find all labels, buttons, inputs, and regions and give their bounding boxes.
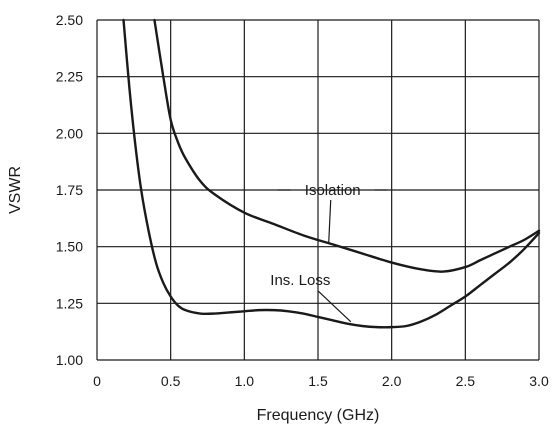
tick-labels: 0 0.5 1.0 1.5 2.0 2.5 3.0 1.00 1.25 1.50 1.75 2.00 2… xyxy=(56,12,549,389)
series-line-isolation xyxy=(153,18,541,273)
series-line-ins-loss xyxy=(122,18,541,329)
y-axis-label: VSWR xyxy=(7,166,24,214)
annotation-isolation: Isolation xyxy=(305,182,361,199)
y-tick-label: 1.00 xyxy=(56,352,83,368)
y-tick-label: 2.25 xyxy=(56,69,83,85)
y-tick-label: 1.50 xyxy=(56,239,83,255)
annotations: Isolation Ins. Loss xyxy=(270,182,388,323)
x-tick-label: 0.5 xyxy=(161,373,181,389)
series-lines xyxy=(122,18,541,329)
annotation-pointer-isolation xyxy=(328,199,332,243)
annotation-ins-loss: Ins. Loss xyxy=(270,272,330,289)
grid xyxy=(96,19,540,361)
y-tick-label: 1.25 xyxy=(56,295,83,311)
x-tick-label: 1.5 xyxy=(308,373,328,389)
x-tick-label: 0 xyxy=(93,373,101,389)
y-tick-label: 2.00 xyxy=(56,125,83,141)
y-tick-label: 1.75 xyxy=(56,182,83,198)
x-tick-label: 2.0 xyxy=(382,373,402,389)
x-tick-label: 1.0 xyxy=(235,373,255,389)
x-tick-label: 2.5 xyxy=(456,373,476,389)
x-tick-label: 3.0 xyxy=(529,373,549,389)
x-axis-label: Frequency (GHz) xyxy=(257,407,380,424)
y-tick-label: 2.50 xyxy=(56,12,83,28)
annotation-pointer-ins-loss xyxy=(317,290,352,323)
